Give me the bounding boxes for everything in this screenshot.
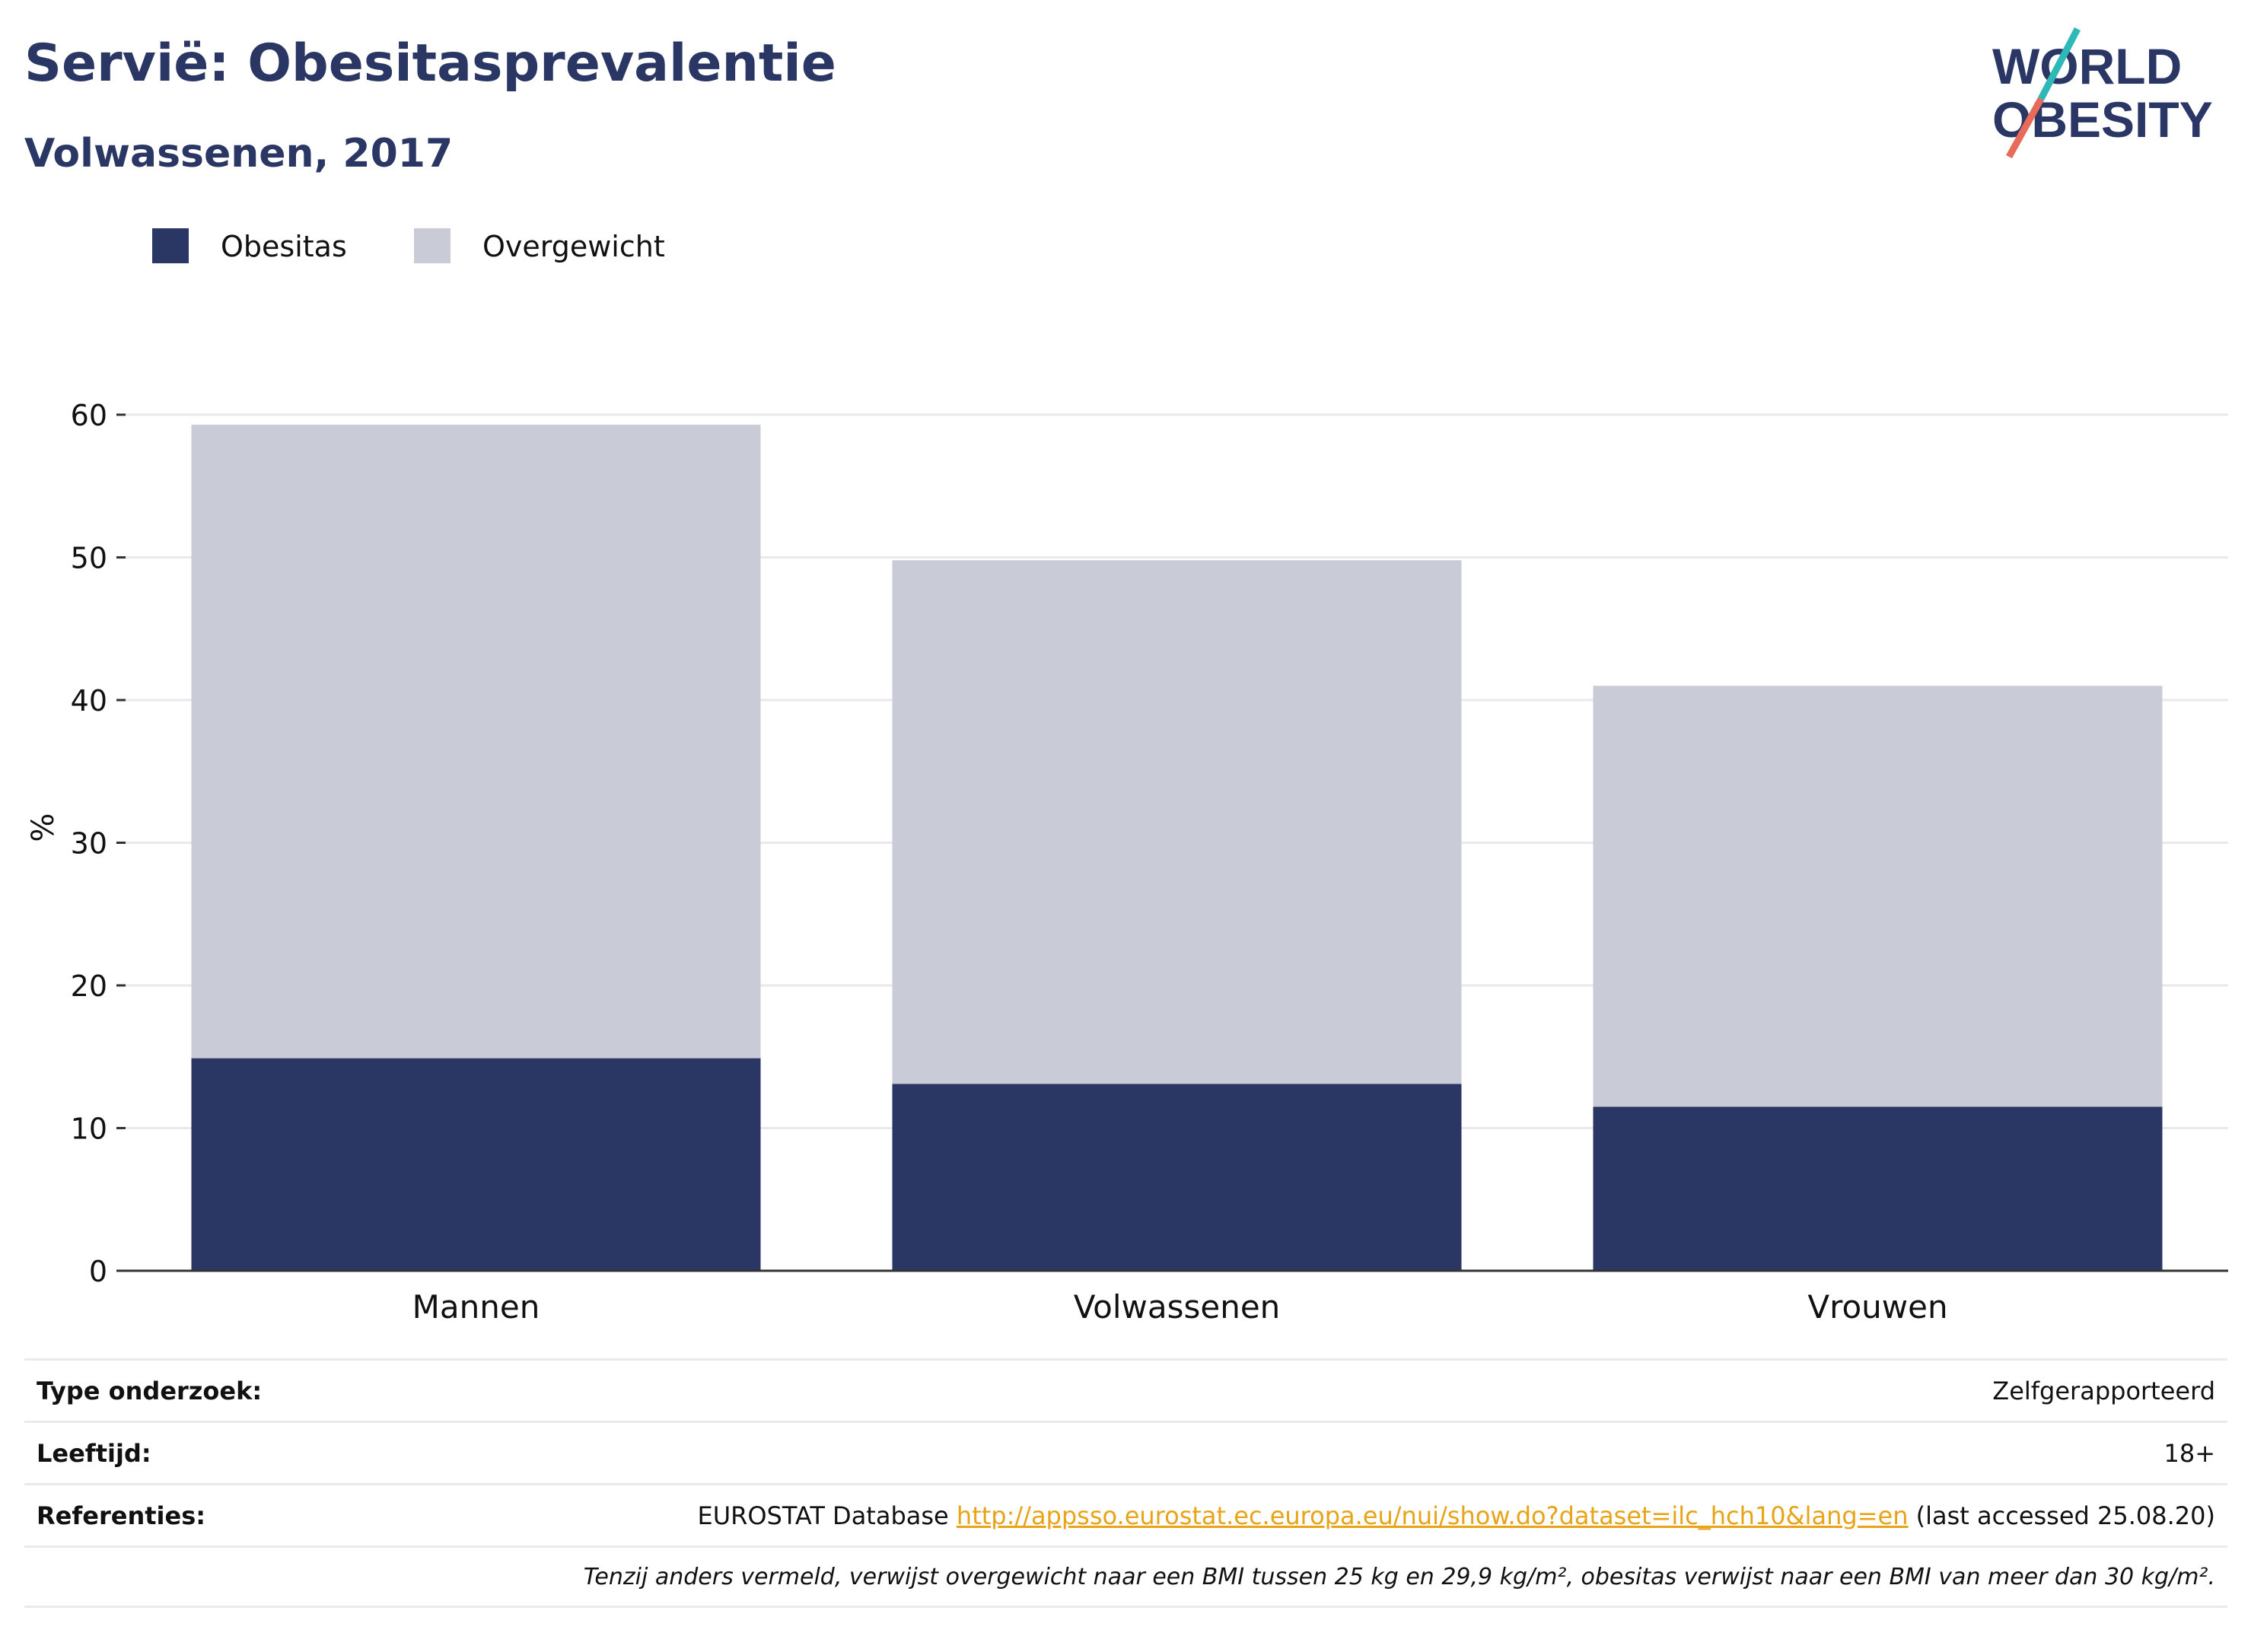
survey-type-value: Zelfgerapporteerd (1992, 1376, 2215, 1405)
definition-note: Tenzij anders vermeld, verwijst overgewi… (583, 1563, 2215, 1590)
references-value: EUROSTAT Database http://appsso.eurostat… (697, 1501, 2215, 1530)
legend-label-obesitas: Obesitas (221, 230, 347, 263)
bar-mannen-obesitas (191, 1058, 761, 1271)
legend-swatch-overgewicht (414, 228, 451, 263)
logo-line1: WORLD (1992, 38, 2182, 94)
x-tick-label-volwassenen: Volwassenen (1074, 1288, 1281, 1326)
x-axis-ticks: Mannen Volwassenen Vrouwen (412, 1288, 1948, 1326)
y-axis-label: % (26, 813, 61, 842)
note-row: Tenzij anders vermeld, verwijst overgewi… (24, 1545, 2227, 1608)
chart-legend: Obesitas Overgewicht (152, 228, 665, 263)
references-prefix: EUROSTAT Database (697, 1501, 957, 1530)
bar-mannen-overgewicht (191, 425, 761, 1058)
y-axis-ticks: 0 10 20 30 40 50 60 (71, 399, 126, 1288)
y-tick-label-10: 10 (71, 1112, 107, 1146)
metadata-table: Type onderzoek: Zelfgerapporteerd Leefti… (24, 1358, 2227, 1608)
bar-volwassenen-obesitas (892, 1084, 1462, 1271)
references-label: Referenties: (37, 1501, 206, 1530)
references-link[interactable]: http://appsso.eurostat.ec.europa.eu/nui/… (956, 1501, 1909, 1530)
y-tick-label-60: 60 (71, 399, 107, 432)
x-tick-label-mannen: Mannen (412, 1288, 540, 1326)
legend-label-overgewicht: Overgewicht (482, 230, 665, 263)
y-tick-label-20: 20 (71, 969, 107, 1003)
world-obesity-logo: WORLD OBESITY (1992, 27, 2213, 159)
page-title: Servië: Obesitasprevalentie (24, 33, 836, 94)
x-tick-label-vrouwen: Vrouwen (1807, 1288, 1947, 1326)
age-row: Leeftijd: 18+ (24, 1421, 2227, 1483)
survey-type-row: Type onderzoek: Zelfgerapporteerd (24, 1358, 2227, 1421)
age-value: 18+ (2163, 1438, 2215, 1468)
references-row: Referenties: EUROSTAT Database http://ap… (24, 1483, 2227, 1545)
y-tick-label-30: 30 (71, 827, 107, 861)
bar-chart: Obesitas Overgewicht 0 10 20 30 40 50 60 Mannen… (26, 228, 2228, 1326)
legend-swatch-obesitas (152, 228, 189, 263)
age-label: Leeftijd: (37, 1438, 151, 1468)
logo-slash-teal (2038, 27, 2081, 101)
page-subtitle: Volwassenen, 2017 (24, 131, 454, 177)
logo-slash-coral (2006, 97, 2044, 159)
y-tick-label-40: 40 (71, 684, 107, 718)
bar-vrouwen-overgewicht (1593, 686, 2163, 1107)
bar-volwassenen-overgewicht (892, 560, 1462, 1084)
y-tick-label-0: 0 (89, 1255, 107, 1288)
bar-vrouwen-obesitas (1593, 1106, 2163, 1271)
y-tick-label-50: 50 (71, 542, 107, 575)
survey-type-label: Type onderzoek: (37, 1376, 263, 1405)
chart-bars (191, 425, 2163, 1271)
references-suffix: (last accessed 25.08.20) (1908, 1501, 2215, 1530)
